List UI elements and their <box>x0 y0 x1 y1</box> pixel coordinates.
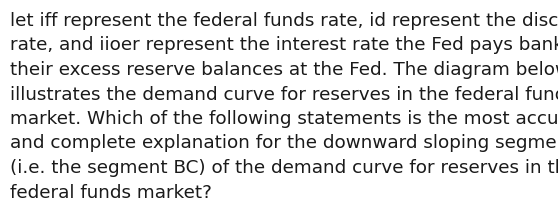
Text: illustrates the demand curve for reserves in the federal funds: illustrates the demand curve for reserve… <box>10 85 558 103</box>
Text: their excess reserve balances at the Fed. The diagram below: their excess reserve balances at the Fed… <box>10 61 558 79</box>
Text: market. Which of the following statements is the most accurate: market. Which of the following statement… <box>10 110 558 128</box>
Text: (i.e. the segment BC) of the demand curve for reserves in the: (i.e. the segment BC) of the demand curv… <box>10 159 558 177</box>
Text: rate, and iioer represent the interest rate the Fed pays banks on: rate, and iioer represent the interest r… <box>10 37 558 55</box>
Text: federal funds market?: federal funds market? <box>10 184 212 201</box>
Text: and complete explanation for the downward sloping segment: and complete explanation for the downwar… <box>10 135 558 153</box>
Text: let iff represent the federal funds rate, id represent the discount: let iff represent the federal funds rate… <box>10 12 558 30</box>
